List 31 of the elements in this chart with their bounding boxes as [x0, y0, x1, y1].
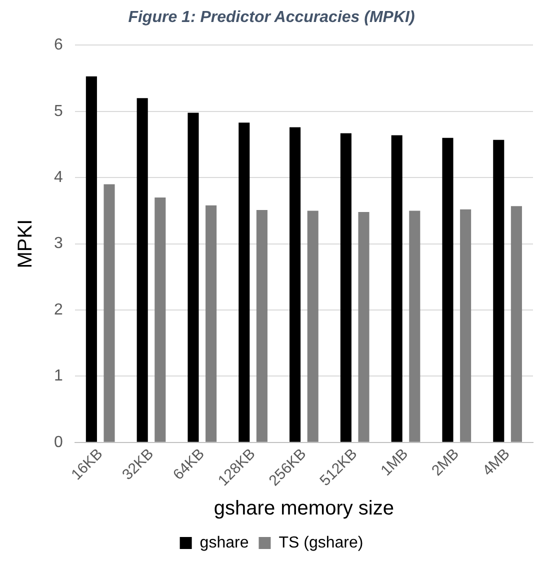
bar: [136, 98, 148, 442]
y-tick-label: 5: [54, 102, 63, 120]
bar: [238, 122, 250, 442]
bar: [510, 206, 522, 442]
bar: [391, 135, 402, 442]
y-tick-label: 6: [54, 36, 63, 54]
y-tick-label: 4: [54, 169, 63, 186]
bar: [188, 112, 199, 442]
y-tick-label: 2: [54, 301, 63, 318]
bar: [154, 197, 166, 442]
chart-title: Figure 1: Predictor Accuracies (MPKI): [128, 9, 415, 26]
bar: [86, 76, 97, 442]
bar: [460, 209, 472, 442]
bar: [442, 138, 454, 442]
y-tick-label: 3: [54, 235, 63, 252]
x-tick-label: 4MB: [479, 446, 514, 480]
y-tick-label: 1: [54, 368, 63, 385]
bar: [307, 210, 318, 442]
bar: [256, 210, 268, 442]
y-axis-title: MPKI: [14, 219, 37, 268]
bar: [493, 140, 504, 442]
bar: [340, 133, 352, 442]
bar: [104, 184, 115, 442]
legend-label: TS (gshare): [278, 534, 364, 552]
bar: [290, 127, 301, 442]
bar: [358, 212, 370, 442]
y-tick-label: 0: [54, 434, 63, 451]
bar: [409, 210, 420, 442]
x-axis-title: gshare memory size: [214, 498, 394, 520]
bar: [206, 205, 217, 442]
legend-label: gshare: [200, 534, 249, 552]
